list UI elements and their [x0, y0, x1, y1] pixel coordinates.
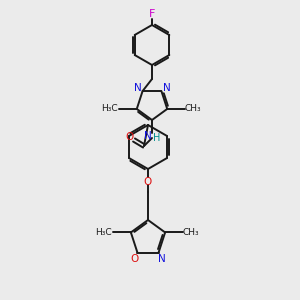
Text: O: O	[125, 132, 133, 142]
Text: F: F	[149, 9, 155, 19]
Text: O: O	[130, 254, 139, 264]
Text: H₃C: H₃C	[101, 104, 118, 113]
Text: H: H	[153, 133, 161, 143]
Text: H₃C: H₃C	[96, 228, 112, 237]
Text: CH₃: CH₃	[185, 104, 202, 113]
Text: N: N	[163, 83, 170, 93]
Text: O: O	[144, 177, 152, 187]
Text: N: N	[134, 83, 142, 93]
Text: N: N	[144, 131, 152, 141]
Text: N: N	[158, 254, 166, 264]
Text: CH₃: CH₃	[183, 228, 200, 237]
